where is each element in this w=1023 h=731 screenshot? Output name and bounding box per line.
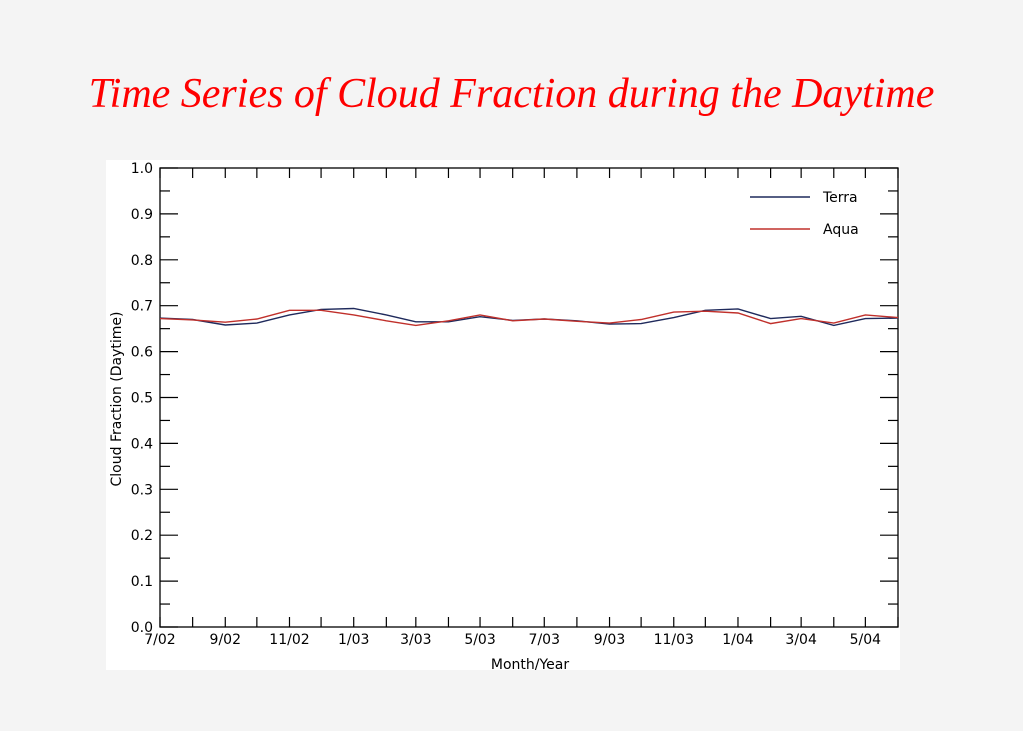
y-tick-label: 0.7 [131, 299, 153, 315]
y-tick-label: 0.9 [131, 207, 153, 223]
slide-title: Time Series of Cloud Fraction during the… [88, 71, 935, 117]
y-axis-label: Cloud Fraction (Daytime) [109, 312, 125, 487]
x-tick-label: 5/04 [850, 632, 882, 648]
x-axis-label: Month/Year [491, 657, 569, 670]
x-tick-label: 7/02 [144, 632, 175, 648]
series-line-terra [159, 307, 899, 327]
y-tick-label: 0.6 [131, 345, 153, 361]
x-tick-label: 3/04 [785, 632, 817, 648]
x-tick-label: 7/03 [529, 632, 560, 648]
axes: 0.0 0.1 0.2 0.3 0.4 0.5 0.6 0.7 0.8 0.9 1.0 7/02 9/0… [131, 161, 899, 648]
x-tick-label: 11/02 [269, 632, 309, 648]
x-tick-label: 9/03 [594, 632, 625, 648]
series-lines [159, 307, 899, 327]
y-tick-label: 0.1 [131, 574, 153, 590]
y-tick-label: 1.0 [131, 161, 153, 177]
y-tick-label: 0.2 [131, 528, 153, 544]
line-chart: 0.0 0.1 0.2 0.3 0.4 0.5 0.6 0.7 0.8 0.9 1.0 7/02 9/0… [109, 161, 899, 673]
y-tick-label: 0.0 [131, 620, 153, 636]
plot-panel: 0.0 0.1 0.2 0.3 0.4 0.5 0.6 0.7 0.8 0.9 1.0 7/02 9/0… [106, 160, 900, 673]
x-tick-label: 11/03 [654, 632, 694, 648]
legend: Terra Aqua [750, 190, 859, 238]
x-tick-label: 3/03 [400, 632, 431, 648]
x-tick-label: 1/04 [722, 632, 754, 648]
legend-label: Aqua [823, 222, 859, 238]
y-tick-label: 0.4 [131, 436, 153, 452]
x-tick-label: 9/02 [210, 632, 241, 648]
legend-label: Terra [822, 190, 858, 206]
y-tick-label: 0.8 [131, 253, 153, 269]
y-tick-label: 0.3 [131, 482, 153, 498]
plot-frame [159, 167, 899, 628]
x-tick-label: 1/03 [338, 632, 369, 648]
x-tick-label: 5/03 [464, 632, 495, 648]
y-tick-label: 0.5 [131, 391, 153, 407]
series-line-aqua [159, 309, 899, 327]
